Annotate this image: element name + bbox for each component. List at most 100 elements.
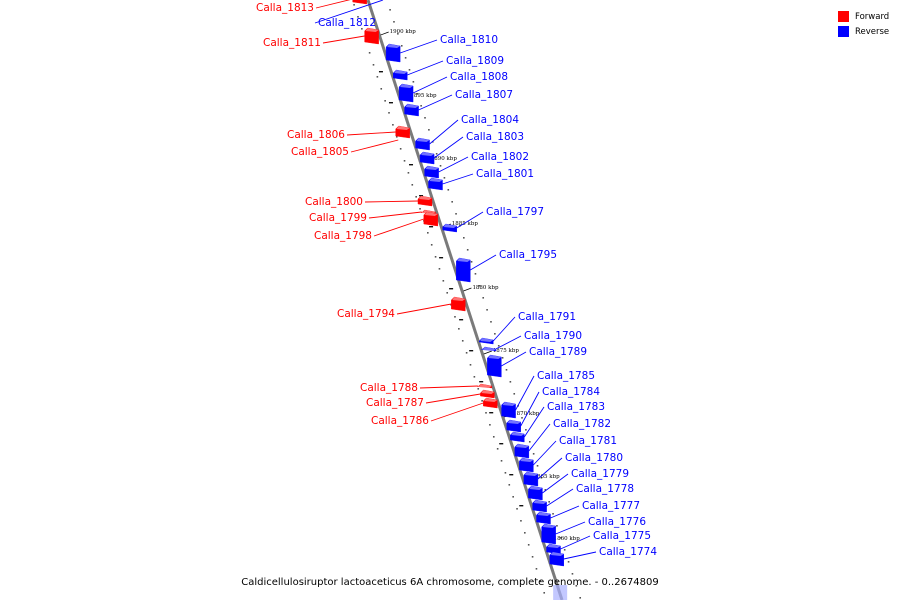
coordinate-tick-label: 1895 kbp: [410, 93, 437, 99]
guide-dot: [494, 333, 496, 335]
guide-dot: [575, 585, 578, 587]
label-connector: [523, 406, 545, 438]
label-connector: [430, 402, 484, 422]
gene-label-calla-1783: Calla_1783: [547, 401, 605, 413]
guide-dot: [563, 549, 566, 551]
guide-dot: [496, 448, 499, 450]
guide-dot: [408, 69, 411, 71]
guide-dot: [372, 64, 375, 66]
guide-dot: [539, 580, 542, 582]
gene-highlight: [480, 338, 494, 342]
gene-feature: [428, 177, 443, 191]
guide-dot: [380, 88, 383, 90]
label-connector: [407, 60, 444, 76]
gene-feature: [352, 0, 367, 5]
gene-highlight: [502, 402, 516, 406]
gene-feature: [385, 43, 401, 63]
gene-highlight: [542, 524, 556, 528]
label-connector: [412, 76, 448, 94]
guide-dot: [357, 16, 359, 18]
guide-dash: [409, 164, 414, 166]
coordinate-tick-label: 1870 kbp: [513, 411, 540, 417]
legend-label-forward: Forward: [855, 11, 890, 22]
guide-dash: [459, 319, 464, 321]
gene-feature: [424, 165, 439, 179]
guide-dash: [479, 381, 484, 383]
guide-dot: [376, 76, 379, 78]
guide-dot: [579, 597, 582, 599]
guide-dot: [535, 568, 538, 570]
gene-label-calla-1795: Calla_1795: [499, 249, 557, 261]
label-connector: [515, 375, 535, 411]
label-connector: [546, 488, 574, 507]
gene-highlight: [511, 432, 525, 436]
gene-labels: Calla_1813 Calla_1812 Calla_1811 Calla_1810…: [256, 0, 657, 560]
gene-label-calla-1799: Calla_1799: [309, 212, 367, 224]
guide-dot: [540, 477, 543, 479]
guide-dot: [465, 352, 468, 354]
guide-dash: [499, 443, 504, 445]
label-connector: [438, 156, 469, 173]
gene-label-calla-1789: Calla_1789: [529, 346, 587, 358]
guide-dot: [477, 388, 480, 390]
label-connector: [520, 391, 540, 427]
coordinate-tick-line: [380, 31, 389, 36]
guide-dot: [412, 81, 415, 83]
guide-dot: [430, 244, 433, 246]
gene-label-calla-1808: Calla_1808: [450, 71, 508, 83]
reverse-gene-shape: [456, 257, 471, 283]
gene-highlight: [425, 166, 439, 170]
gene-highlight: [482, 347, 496, 351]
guide-dot: [497, 345, 500, 347]
reverse-swatch: [838, 26, 849, 37]
reverse-gene-shape: [487, 354, 502, 378]
label-connector: [563, 551, 597, 560]
guide-dot: [531, 556, 534, 558]
guide-dot: [395, 136, 398, 138]
label-connector: [350, 139, 399, 153]
guide-dot: [567, 561, 570, 563]
guide-dash: [469, 350, 474, 352]
guide-dash: [489, 412, 494, 414]
gene-label-calla-1788: Calla_1788: [360, 382, 418, 394]
guide-dot: [454, 316, 456, 318]
legend-item-reverse: Reverse: [838, 24, 889, 39]
gene-feature: [477, 383, 493, 389]
gene-highlight: [537, 512, 551, 516]
gene-feature: [442, 223, 457, 233]
legend: Forward Reverse: [838, 9, 889, 39]
gene-label-calla-1812: Calla_1812: [318, 17, 376, 29]
gene-label-calla-1810: Calla_1810: [440, 34, 498, 46]
label-connector: [470, 254, 497, 271]
guide-dot: [505, 369, 508, 371]
guide-dot: [548, 501, 550, 503]
guide-dot: [400, 45, 403, 47]
gene-feature: [423, 211, 439, 227]
gene-highlight: [429, 178, 443, 182]
gene-feature: [479, 337, 494, 345]
guide-dot: [428, 129, 430, 131]
guide-dot: [427, 232, 429, 234]
label-connector: [315, 0, 351, 9]
gene-label-calla-1797: Calla_1797: [486, 206, 544, 218]
guide-dot: [424, 117, 426, 119]
gene-label-calla-1779: Calla_1779: [571, 468, 629, 480]
gene-feature: [393, 69, 408, 81]
guide-dot: [461, 340, 464, 342]
gene-highlight: [507, 420, 521, 424]
gene-feature: [546, 543, 561, 555]
coordinate-tick-label: 1860 kbp: [554, 536, 581, 542]
guide-dot: [524, 532, 526, 534]
guide-dot: [416, 93, 419, 95]
guide-dot: [392, 124, 394, 126]
gene-label-calla-1794: Calla_1794: [337, 308, 395, 320]
guide-dot: [420, 105, 422, 107]
gene-feature: [510, 431, 525, 443]
gene-label-calla-1784: Calla_1784: [542, 386, 600, 398]
gene-label-calla-1800: Calla_1800: [305, 196, 363, 208]
label-connector: [346, 131, 396, 136]
gene-features: [352, 0, 568, 600]
label-connector: [501, 351, 527, 367]
gene-label-calla-1805: Calla_1805: [291, 146, 349, 158]
guide-dash: [429, 226, 434, 228]
